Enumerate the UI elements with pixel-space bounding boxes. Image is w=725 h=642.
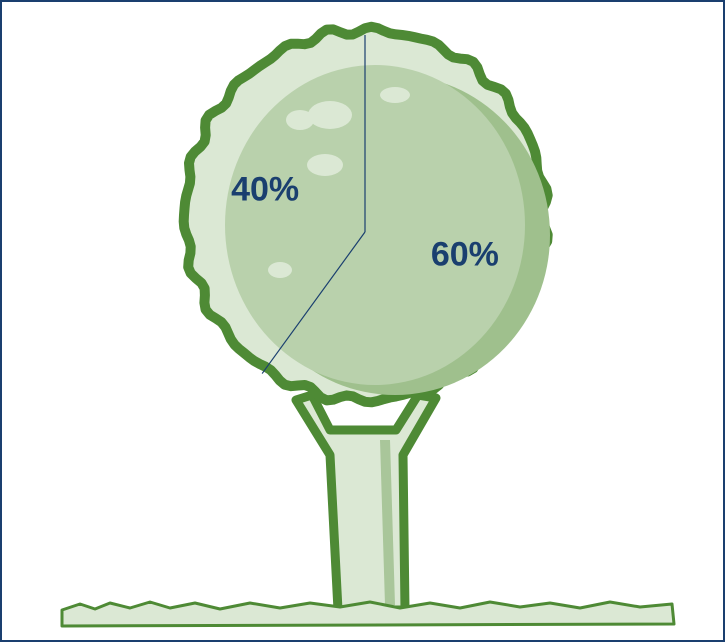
value-label: 60% bbox=[431, 235, 499, 273]
value-label: 40% bbox=[231, 171, 299, 209]
pie: 60% 40% bbox=[170, 35, 560, 427]
chart: 60% 40% bbox=[0, 0, 725, 642]
